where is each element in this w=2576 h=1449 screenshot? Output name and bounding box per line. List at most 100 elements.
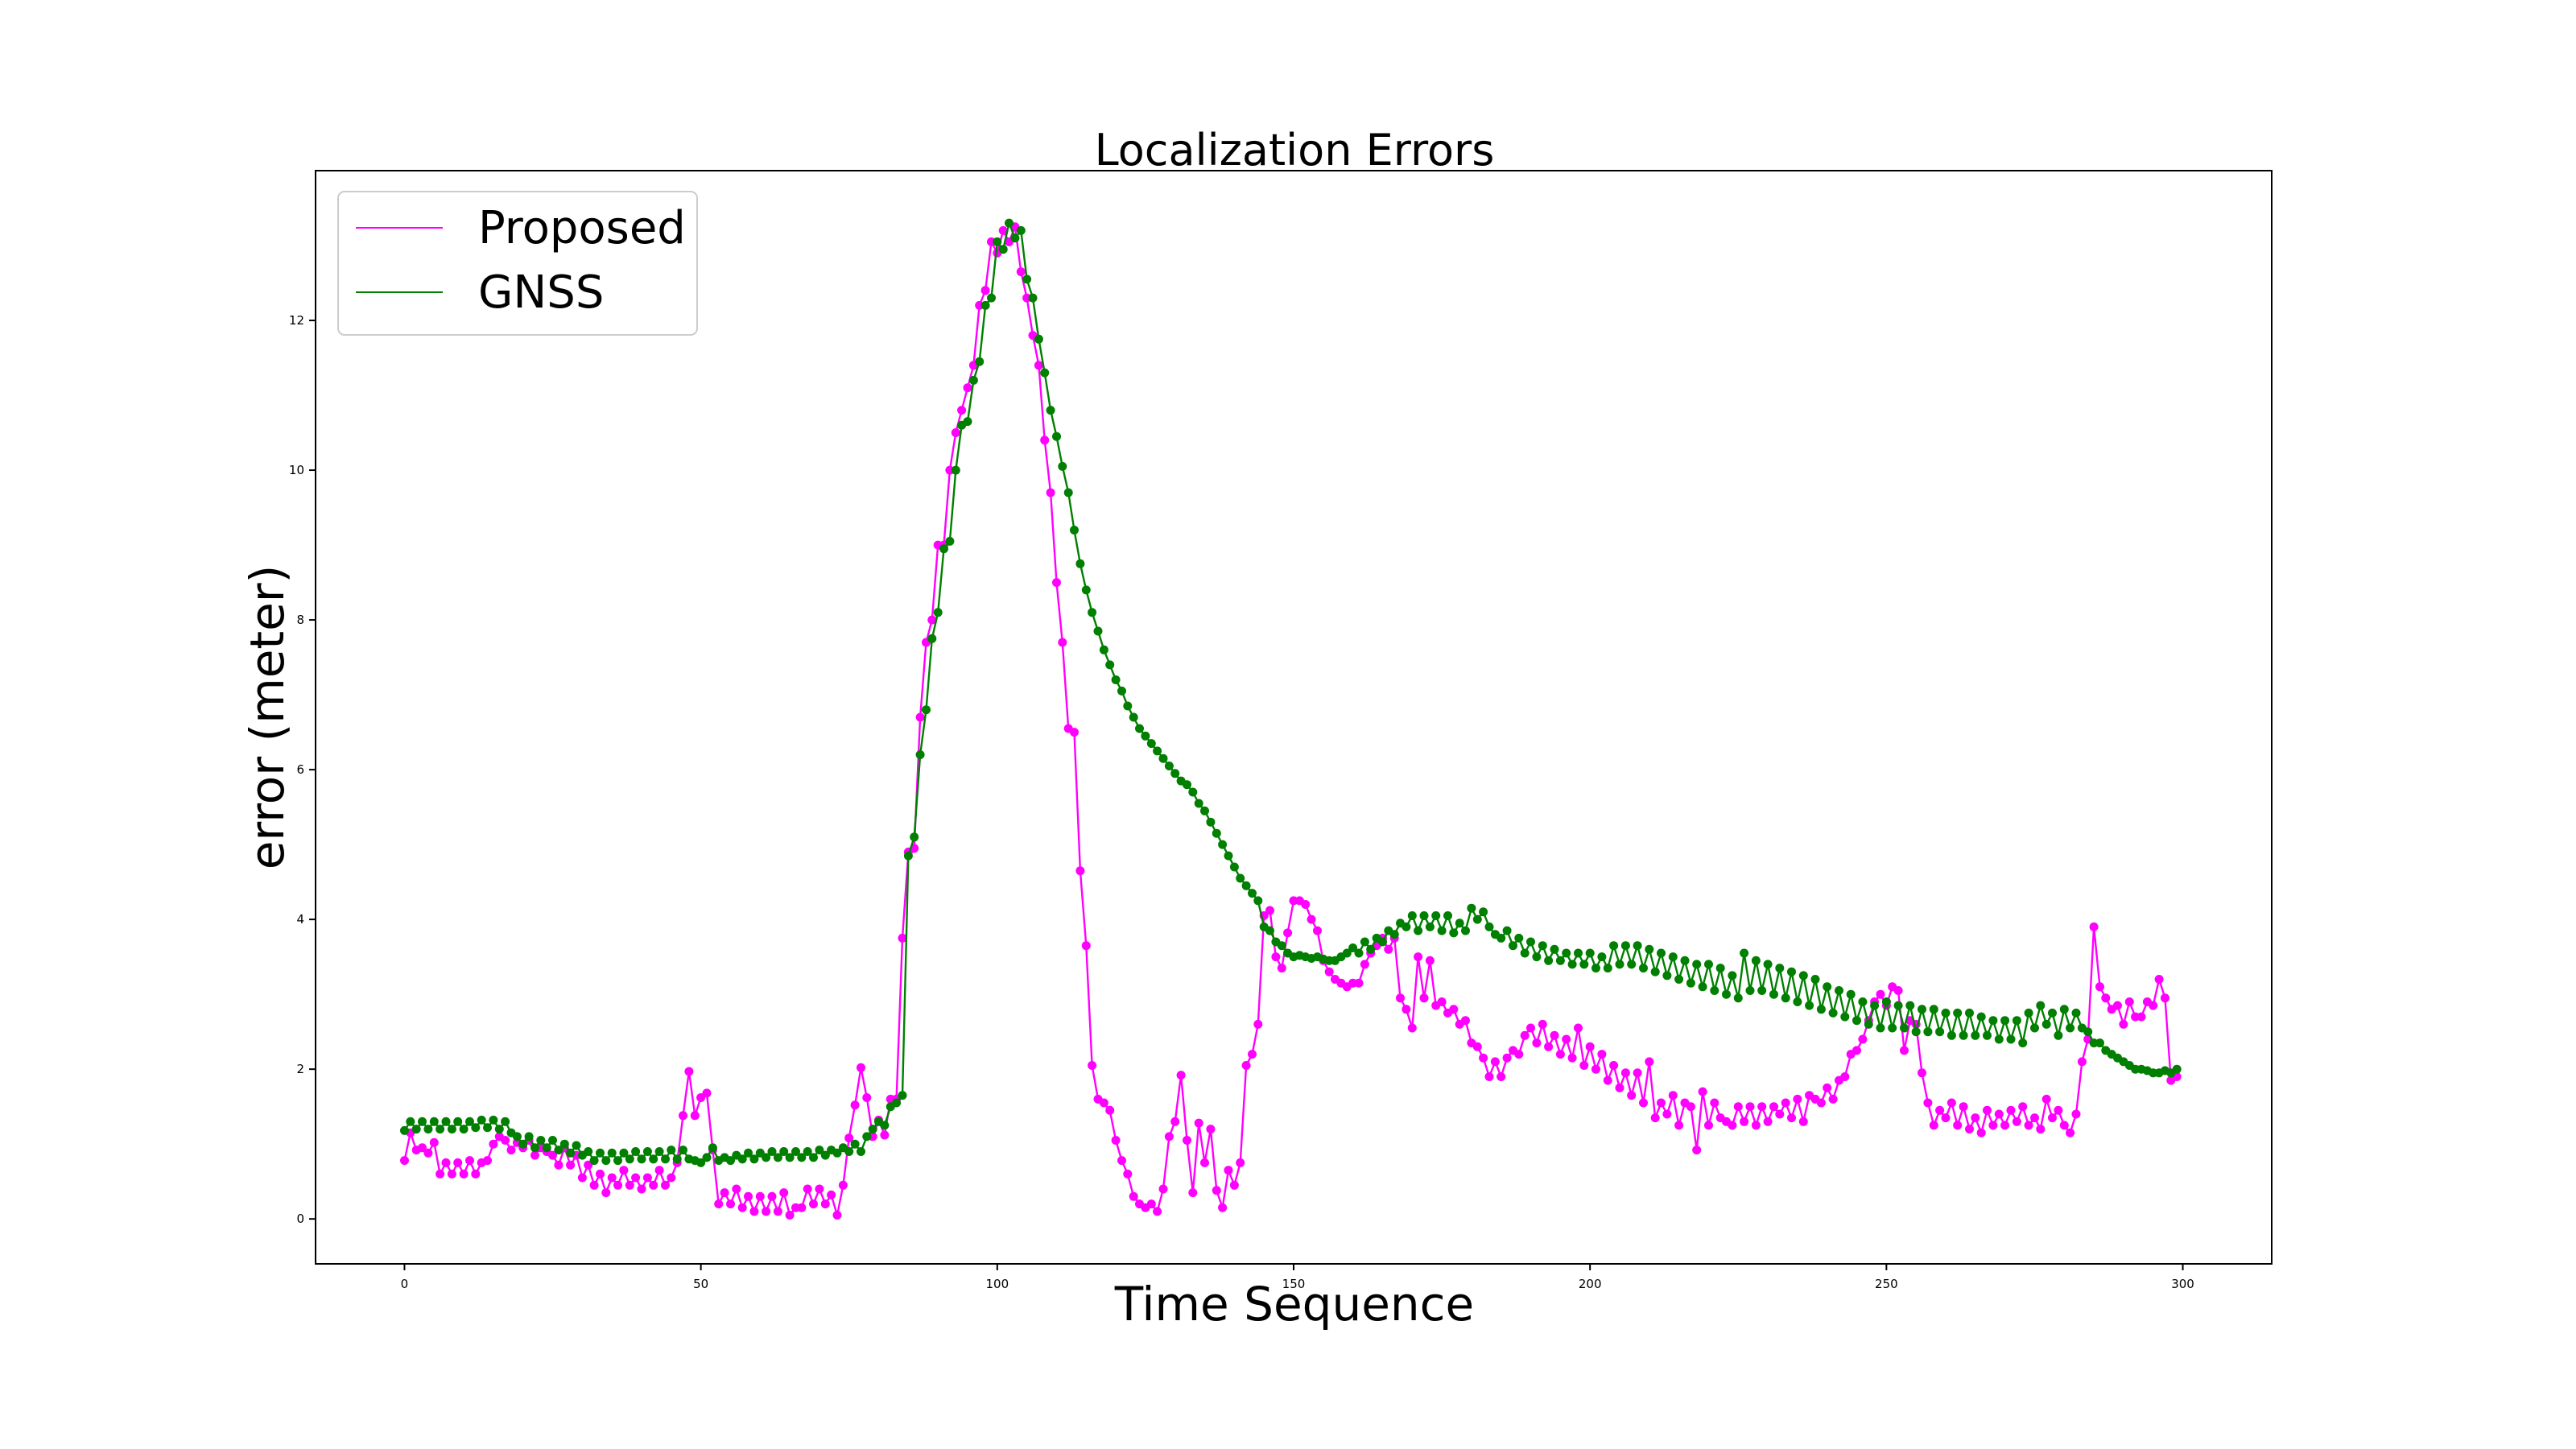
gnss-point — [1544, 956, 1554, 965]
proposed-point — [465, 1156, 474, 1166]
proposed-point — [1283, 928, 1293, 938]
proposed-point — [2071, 1109, 2081, 1119]
gnss-point — [1099, 645, 1108, 654]
proposed-point — [1657, 1098, 1666, 1108]
proposed-point — [548, 1150, 557, 1160]
gnss-point — [1597, 952, 1607, 962]
proposed-point — [649, 1180, 658, 1190]
proposed-point — [1224, 1166, 1233, 1175]
x-tick-label: 300 — [2171, 1277, 2194, 1291]
gnss-point — [536, 1136, 546, 1145]
gnss-point — [1052, 431, 1061, 441]
gnss-point — [1514, 933, 1524, 943]
proposed-point — [483, 1156, 492, 1166]
gnss-point — [1455, 919, 1464, 928]
gnss-point — [2030, 1023, 2039, 1033]
series-gnss — [400, 218, 2182, 1167]
gnss-point — [1229, 862, 1239, 872]
proposed-point — [838, 1180, 848, 1190]
gnss-point — [1028, 293, 1038, 303]
proposed-point — [2024, 1121, 2033, 1130]
proposed-point — [1313, 926, 1322, 935]
gnss-point — [1188, 787, 1198, 797]
proposed-point — [607, 1173, 617, 1183]
gnss-point — [1034, 334, 1043, 344]
proposed-point — [1591, 1064, 1600, 1074]
proposed-point — [1384, 944, 1393, 954]
gnss-point — [436, 1125, 445, 1134]
gnss-point — [1740, 948, 1749, 958]
gnss-point — [2059, 1005, 2069, 1014]
proposed-point — [2000, 1121, 2010, 1130]
gnss-point — [1342, 948, 1352, 958]
proposed-point — [862, 1093, 872, 1102]
gnss-point — [1088, 608, 1097, 617]
gnss-point — [1603, 964, 1612, 973]
gnss-point — [1200, 806, 1209, 815]
x-axis-label: Time Sequence — [1114, 1277, 1474, 1331]
x-tick-label: 0 — [401, 1277, 409, 1291]
proposed-point — [762, 1207, 771, 1216]
gnss-point — [1633, 941, 1642, 951]
gnss-point — [820, 1150, 830, 1160]
gnss-point — [1472, 914, 1482, 924]
proposed-point — [1052, 578, 1061, 588]
proposed-point — [1763, 1117, 1773, 1126]
y-tick-label: 2 — [296, 1062, 304, 1076]
gnss-point — [998, 245, 1008, 254]
proposed-point — [1633, 1068, 1642, 1078]
proposed-point — [1218, 1203, 1228, 1212]
gnss-point — [1983, 1030, 1992, 1040]
proposed-point — [1396, 993, 1405, 1003]
gnss-point — [1502, 926, 1512, 935]
proposed-point — [755, 1191, 765, 1201]
gnss-point — [1810, 975, 1820, 984]
gnss-point — [1520, 948, 1530, 958]
proposed-point — [2161, 993, 2169, 1003]
proposed-point — [2149, 1001, 2158, 1010]
proposed-point — [1514, 1050, 1524, 1059]
proposed-point — [2089, 922, 2099, 931]
gnss-point — [791, 1147, 800, 1156]
proposed-point — [2101, 993, 2111, 1003]
proposed-point — [767, 1191, 777, 1201]
gnss-point — [1562, 948, 1571, 958]
proposed-point — [1728, 1121, 1737, 1130]
gnss-point — [2071, 1008, 2081, 1018]
gnss-point — [429, 1117, 439, 1126]
gnss-point — [1680, 956, 1690, 965]
proposed-point — [732, 1184, 741, 1194]
gnss-point — [411, 1125, 421, 1134]
proposed-point — [667, 1173, 676, 1183]
proposed-point — [1787, 1113, 1796, 1123]
proposed-point — [1117, 1156, 1126, 1166]
proposed-point — [1425, 956, 1435, 965]
proposed-point — [1733, 1102, 1743, 1112]
proposed-point — [2095, 982, 2104, 992]
proposed-point — [1994, 1109, 2004, 1119]
proposed-point — [1965, 1125, 1974, 1134]
proposed-point — [619, 1166, 629, 1175]
proposed-point — [1988, 1121, 1998, 1130]
proposed-point — [1740, 1117, 1749, 1126]
gnss-point — [477, 1115, 486, 1125]
gnss-point — [744, 1148, 753, 1158]
gnss-point — [1224, 851, 1233, 861]
gnss-point — [1823, 982, 1832, 992]
gnss-point — [1389, 930, 1399, 939]
gnss-point — [862, 1132, 872, 1141]
gnss-point — [1657, 948, 1666, 958]
proposed-point — [951, 428, 960, 437]
gnss-point — [1775, 964, 1785, 973]
proposed-point — [661, 1180, 670, 1190]
proposed-point — [1710, 1098, 1719, 1108]
gnss-point — [898, 1091, 907, 1100]
proposed-point — [679, 1111, 687, 1121]
gnss-point — [1828, 1008, 1838, 1018]
proposed-point — [1769, 1102, 1778, 1112]
proposed-point — [1081, 941, 1091, 951]
proposed-point — [577, 1173, 587, 1183]
gnss-point — [1538, 941, 1547, 951]
proposed-point — [1858, 1034, 1868, 1044]
proposed-point — [1265, 906, 1274, 915]
